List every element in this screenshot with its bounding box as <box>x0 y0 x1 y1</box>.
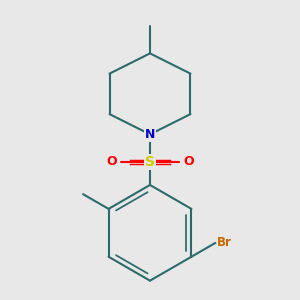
Text: N: N <box>145 128 155 141</box>
Text: O: O <box>106 155 117 169</box>
Text: O: O <box>183 155 194 169</box>
Text: S: S <box>145 155 155 169</box>
Text: Br: Br <box>217 236 232 249</box>
